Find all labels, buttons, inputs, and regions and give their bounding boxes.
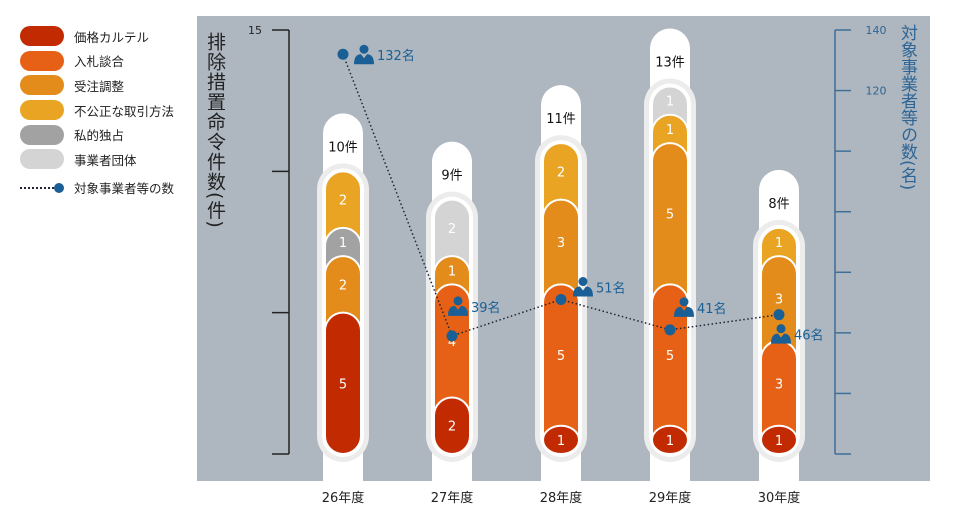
bar-total-label: 10件	[328, 140, 358, 155]
right-axis-tick-label: 140	[866, 24, 887, 37]
legend-label: 私的独占	[74, 128, 125, 144]
segment-value-label: 5	[557, 349, 565, 364]
bar-segment	[542, 424, 580, 456]
line-point	[773, 309, 785, 321]
bar-total-label: 9件	[441, 169, 462, 184]
person-icon-head	[776, 324, 786, 334]
legend-swatch	[20, 100, 64, 121]
line-point	[446, 330, 458, 342]
segment-value-label: 1	[775, 236, 783, 251]
left-axis: 15 排除措置命令件数(件)	[204, 24, 290, 455]
legend-item-line: 対象事業者等の数	[20, 176, 174, 201]
person-icon-head	[359, 44, 369, 54]
person-icon-head	[453, 296, 463, 306]
person-icon-body	[771, 333, 791, 344]
legend-label: 対象事業者等の数	[74, 181, 175, 197]
bar-segment	[324, 311, 362, 455]
line-point	[555, 294, 567, 306]
person-icon-body	[448, 305, 468, 316]
segment-value-label: 1	[339, 236, 347, 251]
legend-swatch	[20, 50, 64, 71]
line-point	[337, 48, 349, 60]
person-icon-body	[354, 54, 374, 65]
legend-label: 不公正な取引方法	[74, 103, 175, 119]
segment-value-label: 2	[557, 165, 565, 180]
segment-value-label: 4	[448, 335, 456, 350]
right-axis-title: 対象事業者等の数(名)	[897, 24, 918, 190]
bar-segment	[760, 424, 798, 456]
line-value-label: 46名	[794, 328, 824, 344]
segment-value-label: 1	[666, 95, 674, 110]
segment-value-label: 5	[666, 349, 674, 364]
left-axis-tick-label: 15	[248, 24, 262, 37]
segment-value-label: 1	[666, 434, 674, 449]
legend-label: 価格カルテル	[74, 29, 150, 45]
line-value-label: 41名	[697, 301, 727, 317]
legend-label: 受注調整	[74, 78, 125, 94]
legend-swatch	[20, 149, 64, 170]
line-series: 132名 39名 51名 41名 46名	[337, 44, 824, 344]
person-icon	[448, 296, 468, 316]
x-tick-label: 29年度	[649, 490, 692, 506]
segment-value-label: 1	[775, 434, 783, 449]
segment-value-label: 2	[339, 278, 347, 293]
bar-group-0: 5 2 1 2 10件 26年度	[317, 113, 369, 506]
person-icon-body	[674, 306, 694, 317]
legend-swatch	[20, 26, 64, 47]
segment-value-label: 2	[339, 194, 347, 209]
legend-swatch	[20, 124, 64, 145]
segment-value-label: 1	[666, 123, 674, 138]
right-axis: 140 120 対象事業者等の数(名)	[834, 24, 918, 455]
legend-item: 価格カルテル	[20, 24, 174, 49]
left-axis-title: 排除措置命令件数(件)	[204, 32, 226, 229]
right-axis-tick-label: 120	[866, 85, 887, 98]
person-icon-body	[573, 286, 593, 297]
segment-value-label: 1	[557, 434, 565, 449]
person-icon	[674, 297, 694, 317]
x-tick-label: 30年度	[758, 490, 801, 506]
bar-total-label: 8件	[768, 197, 789, 212]
bar-total-label: 13件	[655, 56, 685, 71]
legend-item: 受注調整	[20, 73, 174, 98]
segment-value-label: 3	[775, 377, 783, 392]
legend-swatch	[20, 75, 64, 96]
legend-item: 事業者団体	[20, 147, 174, 172]
segment-value-label: 3	[557, 236, 565, 251]
legend-label: 入札談合	[74, 54, 125, 70]
segment-value-label: 2	[448, 222, 456, 237]
bar-segment	[651, 424, 689, 456]
bar-group-3: 1 5 5 1 1 13件 29年度	[644, 28, 696, 506]
legend-item: 私的独占	[20, 122, 174, 147]
legend-item: 入札談合	[20, 49, 174, 74]
segment-value-label: 5	[339, 377, 347, 392]
person-icon	[354, 44, 374, 65]
bar-segment	[433, 396, 471, 456]
segment-value-label: 5	[666, 208, 674, 223]
segment-value-label: 1	[448, 264, 456, 279]
person-icon	[573, 277, 593, 297]
person-icon-head	[578, 277, 588, 287]
legend-item: 不公正な取引方法	[20, 98, 174, 123]
person-icon	[771, 324, 791, 344]
x-tick-label: 26年度	[322, 490, 365, 506]
line-value-label: 132名	[377, 48, 415, 64]
person-icon-head	[679, 297, 689, 307]
line-point	[664, 324, 676, 336]
bar-total-label: 11件	[546, 112, 576, 127]
segment-value-label: 3	[775, 293, 783, 308]
segment-value-label: 2	[448, 420, 456, 435]
bar-group-1: 2 4 1 2 9件 27年度	[426, 141, 478, 506]
x-tick-label: 28年度	[540, 490, 583, 506]
legend-line-swatch	[20, 178, 64, 198]
line-value-label: 39名	[471, 300, 501, 316]
legend: 価格カルテル 入札談合受注調整不公正な取引方法 私的独占事業者団体対象事業者等の数	[20, 24, 174, 200]
line-value-label: 51名	[596, 281, 626, 297]
legend-label: 事業者団体	[74, 152, 137, 168]
x-tick-label: 27年度	[431, 490, 474, 506]
